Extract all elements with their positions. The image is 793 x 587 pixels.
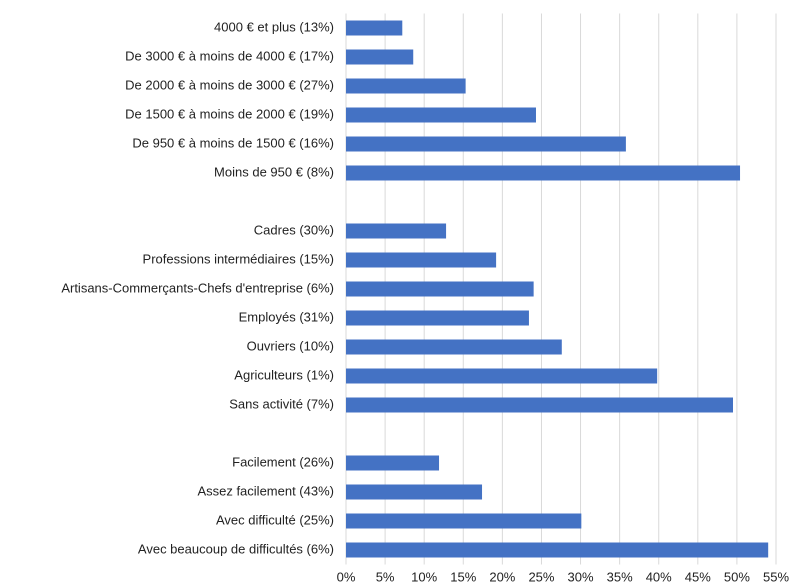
x-tick-label: 35% bbox=[607, 569, 633, 584]
bar bbox=[346, 165, 741, 181]
y-tick-label: 4000 € et plus (13%) bbox=[214, 19, 334, 34]
bar bbox=[346, 223, 447, 239]
x-tick-label: 55% bbox=[763, 569, 789, 584]
x-tick-label: 15% bbox=[450, 569, 476, 584]
y-tick-label: Avec beaucoup de difficultés (6%) bbox=[138, 541, 334, 556]
bar bbox=[346, 310, 529, 326]
y-tick-label: Professions intermédiaires (15%) bbox=[143, 251, 334, 266]
x-tick-label: 0% bbox=[337, 569, 356, 584]
y-tick-label: Avec difficulté (25%) bbox=[216, 512, 334, 527]
y-tick-label: Assez facilement (43%) bbox=[197, 483, 334, 498]
bar bbox=[346, 136, 626, 152]
x-tick-label: 25% bbox=[528, 569, 554, 584]
y-tick-label: De 1500 € à moins de 2000 € (19%) bbox=[125, 106, 334, 121]
bar bbox=[346, 49, 414, 65]
y-tick-label: Agriculteurs (1%) bbox=[234, 367, 334, 382]
bar bbox=[346, 281, 534, 297]
bar bbox=[346, 397, 733, 413]
x-tick-label: 50% bbox=[724, 569, 750, 584]
x-tick-label: 45% bbox=[685, 569, 711, 584]
y-tick-label: Cadres (30%) bbox=[254, 222, 334, 237]
y-tick-label: Ouvriers (10%) bbox=[247, 338, 334, 353]
x-tick-label: 20% bbox=[489, 569, 515, 584]
bar bbox=[346, 78, 466, 94]
x-tick-label: 5% bbox=[376, 569, 395, 584]
bar bbox=[346, 252, 497, 268]
y-tick-label: Employés (31%) bbox=[239, 309, 334, 324]
y-tick-label: De 3000 € à moins de 4000 € (17%) bbox=[125, 48, 334, 63]
y-tick-label: Sans activité (7%) bbox=[229, 396, 334, 411]
x-tick-label: 40% bbox=[646, 569, 672, 584]
bar bbox=[346, 513, 582, 529]
y-tick-label: De 2000 € à moins de 3000 € (27%) bbox=[125, 77, 334, 92]
bar bbox=[346, 455, 440, 471]
bar bbox=[346, 542, 769, 558]
x-tick-label: 10% bbox=[411, 569, 437, 584]
x-tick-label: 30% bbox=[568, 569, 594, 584]
y-tick-label: Moins de 950 € (8%) bbox=[214, 164, 334, 179]
bar bbox=[346, 20, 403, 36]
bar bbox=[346, 107, 536, 123]
bar bbox=[346, 339, 562, 355]
bar bbox=[346, 368, 658, 384]
y-tick-label: Facilement (26%) bbox=[232, 454, 334, 469]
y-tick-label: Artisans-Commerçants-Chefs d'entreprise … bbox=[61, 280, 334, 295]
y-tick-label: De 950 € à moins de 1500 € (16%) bbox=[132, 135, 334, 150]
bar bbox=[346, 484, 483, 500]
